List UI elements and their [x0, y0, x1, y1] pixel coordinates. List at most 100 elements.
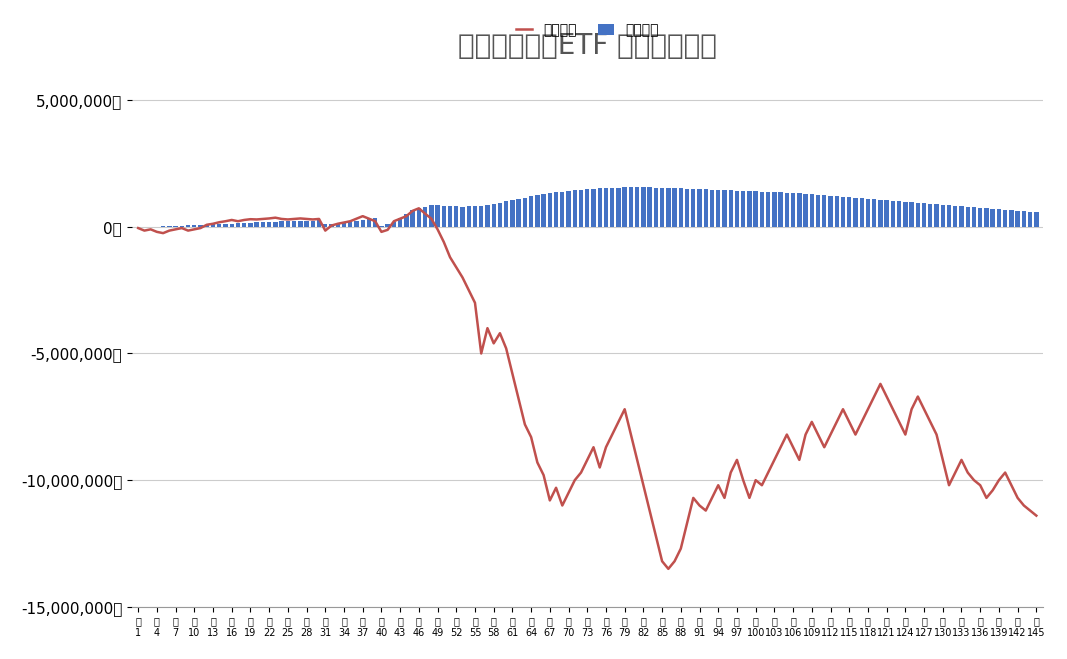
Bar: [304, 221, 308, 227]
評価損益: [981, 494, 993, 502]
Bar: [679, 188, 683, 227]
Bar: [236, 223, 240, 227]
評価損益: [662, 565, 674, 573]
Bar: [560, 192, 564, 227]
Bar: [753, 191, 758, 227]
Bar: [448, 206, 452, 227]
評価損益: [138, 227, 150, 235]
Bar: [536, 195, 540, 227]
Bar: [435, 205, 440, 227]
Bar: [928, 204, 933, 227]
Title: トライオートETF 週別運用実績: トライオートETF 週別運用実績: [458, 32, 717, 60]
Bar: [460, 206, 465, 227]
Bar: [760, 192, 764, 227]
Bar: [336, 223, 340, 227]
Bar: [591, 188, 595, 227]
Bar: [398, 218, 402, 227]
Bar: [641, 187, 646, 227]
Bar: [510, 200, 514, 227]
評価損益: [849, 430, 862, 438]
Bar: [186, 225, 190, 227]
Bar: [773, 192, 777, 227]
Bar: [179, 225, 184, 227]
Bar: [323, 224, 328, 227]
Bar: [716, 190, 720, 227]
Bar: [310, 221, 315, 227]
Bar: [423, 206, 427, 227]
Bar: [379, 225, 384, 227]
評価損益: [824, 430, 837, 438]
評価損益: [1030, 511, 1042, 519]
Bar: [523, 198, 527, 227]
Bar: [504, 202, 508, 227]
Bar: [547, 193, 552, 227]
Bar: [909, 202, 913, 227]
Bar: [797, 193, 801, 227]
Bar: [174, 226, 178, 227]
Bar: [361, 219, 365, 227]
Bar: [404, 214, 409, 227]
Bar: [617, 188, 621, 227]
Bar: [735, 190, 739, 227]
Bar: [485, 205, 490, 227]
Bar: [854, 198, 858, 227]
Bar: [267, 222, 271, 227]
Bar: [367, 219, 371, 227]
Bar: [822, 195, 827, 227]
Bar: [810, 194, 814, 227]
Bar: [317, 221, 321, 227]
Bar: [573, 190, 577, 227]
Bar: [779, 192, 783, 227]
Bar: [841, 196, 845, 227]
Bar: [417, 208, 421, 227]
Bar: [978, 208, 983, 227]
評価損益: [131, 224, 144, 232]
Bar: [249, 223, 253, 227]
Bar: [816, 194, 821, 227]
Bar: [211, 224, 216, 227]
Bar: [885, 200, 889, 227]
Bar: [803, 194, 808, 227]
Bar: [628, 187, 633, 227]
Bar: [903, 202, 908, 227]
Bar: [273, 221, 277, 227]
Bar: [766, 192, 770, 227]
Bar: [990, 209, 994, 227]
Legend: 評価損益, 実現損益: 評価損益, 実現損益: [510, 18, 665, 43]
Bar: [659, 188, 665, 227]
Bar: [348, 221, 352, 227]
Bar: [1028, 212, 1032, 227]
Bar: [341, 223, 346, 227]
Bar: [703, 189, 707, 227]
Bar: [1022, 212, 1026, 227]
Bar: [585, 189, 589, 227]
Bar: [953, 206, 957, 227]
Bar: [385, 224, 389, 227]
Bar: [492, 204, 496, 227]
Bar: [392, 221, 396, 227]
評価損益: [656, 558, 669, 565]
Bar: [897, 201, 902, 227]
Bar: [710, 190, 714, 227]
Bar: [784, 192, 789, 227]
Bar: [610, 188, 615, 227]
Bar: [635, 187, 639, 227]
Bar: [604, 188, 608, 227]
Bar: [666, 188, 670, 227]
Bar: [292, 221, 297, 227]
Bar: [242, 223, 246, 227]
Bar: [966, 207, 970, 227]
評価損益: [175, 224, 188, 232]
Bar: [997, 210, 1001, 227]
Bar: [891, 201, 895, 227]
Bar: [229, 223, 234, 227]
Bar: [541, 194, 546, 227]
Bar: [860, 198, 864, 227]
Bar: [691, 188, 696, 227]
Bar: [878, 200, 882, 227]
Bar: [847, 197, 851, 227]
Bar: [298, 221, 303, 227]
Bar: [479, 206, 483, 227]
Bar: [411, 210, 415, 227]
評価損益: [413, 204, 426, 212]
